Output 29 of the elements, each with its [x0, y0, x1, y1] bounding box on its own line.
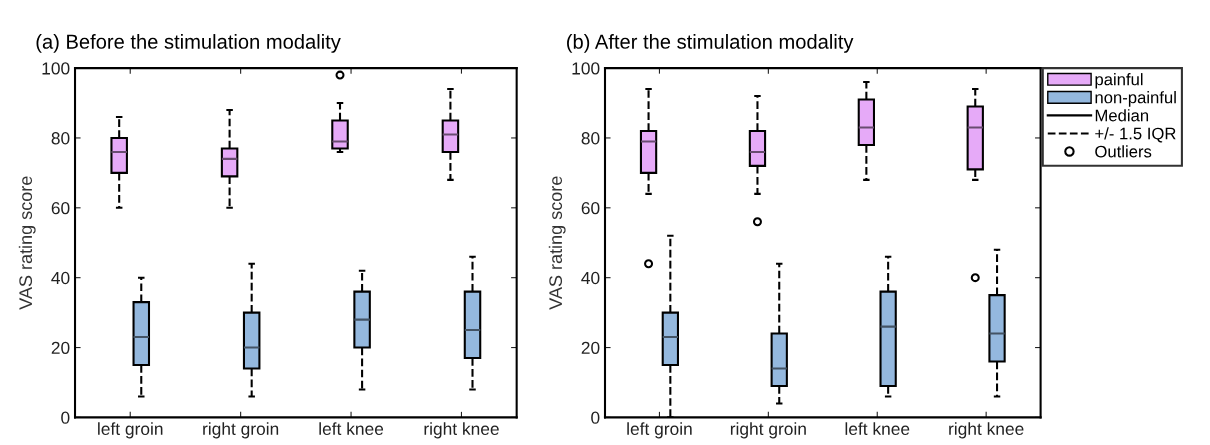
y-tick-label: 80	[51, 132, 70, 145]
y-tick-label: 40	[51, 271, 70, 285]
x-tick-label: right knee	[424, 422, 499, 439]
y-tick-label: 0	[591, 411, 600, 424]
chart-title: (a) Before the stimulation modality	[36, 34, 341, 53]
y-tick-label: 100	[572, 62, 600, 75]
x-tick-label: right groin	[203, 422, 279, 439]
y-tick-label: 0	[61, 411, 70, 424]
y-tick-label: 60	[581, 201, 600, 215]
y-tick-label: 40	[581, 271, 600, 285]
legend-label: non-painful	[1095, 91, 1176, 107]
x-tick-label: left knee	[845, 422, 910, 436]
x-tick-label: left groin	[627, 422, 692, 439]
x-tick-label: right groin	[730, 422, 806, 439]
y-tick-label: 80	[581, 132, 600, 145]
x-tick-label: left knee	[319, 422, 384, 436]
x-tick-label: left groin	[98, 422, 163, 439]
y-tick-label: 60	[51, 201, 70, 215]
y-axis-title: VAS rating score	[548, 176, 566, 310]
text: Outliers	[1095, 145, 1152, 158]
text: +/- 1.5 IQR	[1095, 127, 1176, 143]
x-tick-label: right knee	[949, 422, 1024, 439]
chart-title: (b) After the stimulation modality	[567, 34, 854, 53]
y-tick-label: 100	[42, 62, 70, 75]
legend-label: painful	[1095, 73, 1143, 89]
y-tick-label: 20	[51, 341, 70, 355]
y-tick-label: 20	[581, 341, 600, 355]
text: Median	[1095, 109, 1149, 122]
y-axis-title: VAS rating score	[18, 176, 36, 310]
